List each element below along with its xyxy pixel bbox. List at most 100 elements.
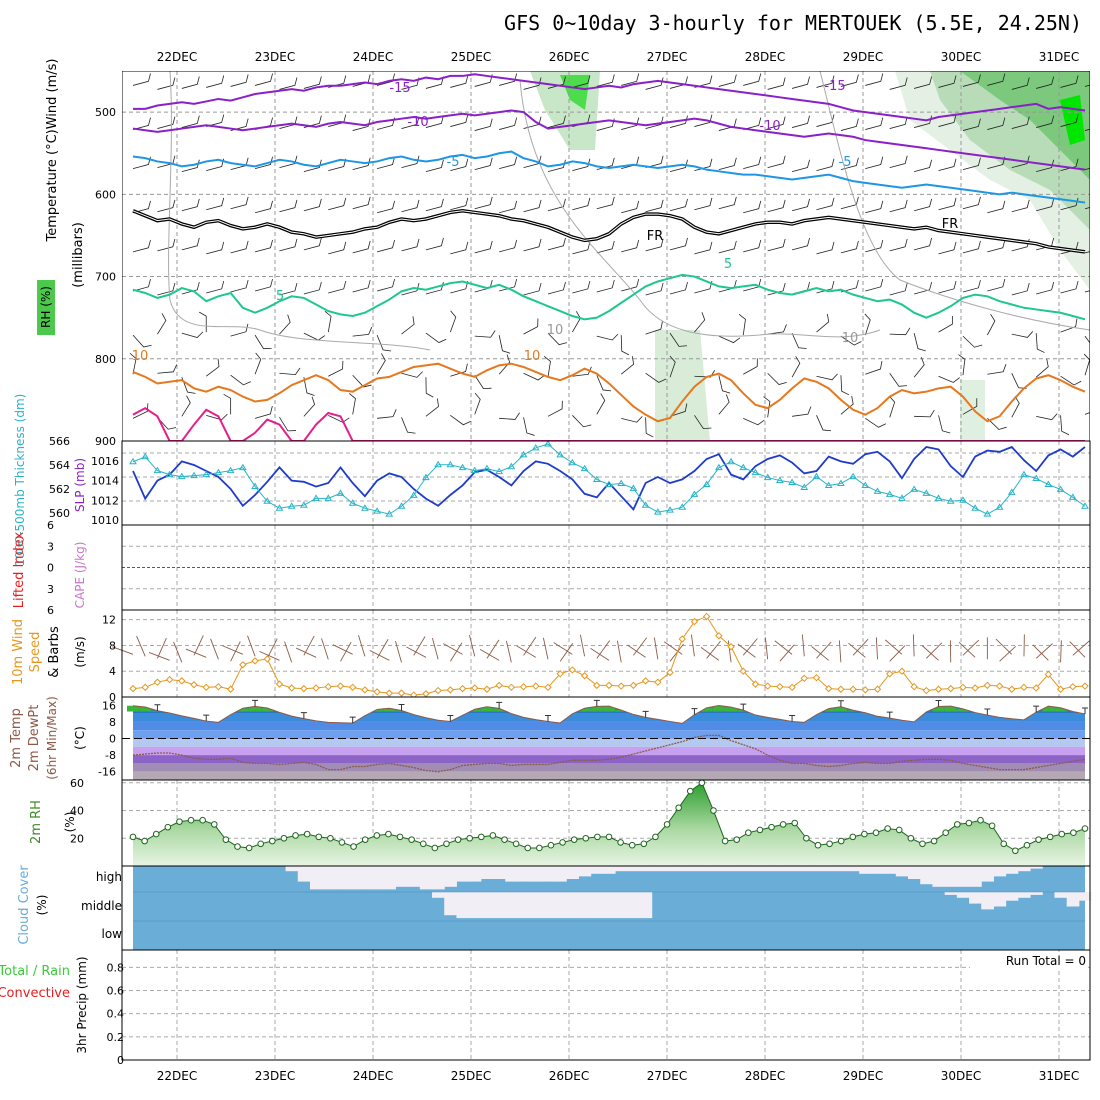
wind-barb	[450, 415, 471, 426]
wind-barb	[791, 198, 810, 212]
contour-label: -10	[407, 115, 428, 130]
wind-barb	[523, 372, 545, 381]
cloud-cell-high	[944, 866, 958, 887]
temp-max-marker	[984, 708, 991, 716]
y-axis-precip: 3hr Precip (mm)	[75, 956, 89, 1053]
cloud-cell-high	[468, 866, 482, 882]
y-axis-temp-4: (°C)	[73, 726, 87, 750]
rh-point	[269, 837, 276, 845]
date-label-bottom: 30DEC	[941, 1069, 981, 1083]
y-tick-precip: 0.4	[107, 1008, 125, 1021]
upper-air-panel: -15 -15 -10 -10 -5 -5 FR FR 5 5 10 10 10 10	[122, 71, 1090, 441]
rh-point	[814, 841, 822, 849]
rh-point	[628, 841, 636, 849]
wind-barb	[816, 241, 835, 255]
cloud-cell-high	[834, 866, 848, 872]
temp-max-marker	[1082, 707, 1088, 715]
cloud-cell-middle	[493, 892, 506, 919]
y-axis-temperature-wind: Temperature (°C)Wind (m/s)	[45, 59, 60, 243]
slp-point	[605, 480, 613, 487]
rh-point	[698, 779, 706, 787]
wind-barb	[1084, 335, 1090, 350]
rh-shade-dark	[960, 71, 1090, 180]
wind-speed-point	[641, 677, 650, 685]
wind-barb	[767, 116, 786, 129]
wind-barb	[474, 196, 493, 210]
wind-barb	[547, 76, 566, 89]
rh-point	[152, 830, 160, 838]
wind-barb	[498, 354, 511, 375]
rh-point	[164, 823, 172, 831]
wind-barb	[206, 280, 225, 294]
wind-speed-point	[959, 683, 967, 692]
wind-barb	[938, 241, 957, 255]
cloud-cell-middle	[566, 892, 579, 919]
wind-barb	[572, 366, 592, 377]
wind-barb	[547, 237, 566, 251]
y-tick-pressure: 900	[95, 435, 116, 448]
rh-point	[245, 844, 253, 852]
wind-barb	[596, 196, 615, 210]
temp-warm-cap	[834, 706, 847, 712]
wind-barb	[987, 239, 1006, 253]
wind-speed-point	[495, 681, 503, 690]
wind-barb	[499, 117, 518, 130]
wind-barb	[499, 73, 518, 86]
wind-speed-point	[483, 685, 491, 693]
wind-barb	[324, 310, 332, 333]
cloud-cell-high	[920, 866, 933, 885]
wind-barb	[962, 335, 983, 348]
wind-barb	[230, 240, 249, 254]
slp-point	[409, 491, 418, 498]
date-label-top: 24DEC	[353, 50, 393, 64]
contour-label: 10	[547, 323, 564, 338]
temp-warm-cap	[139, 706, 152, 712]
cloud-cell-high	[773, 866, 787, 872]
wind-barb	[889, 116, 908, 129]
wind-barb	[254, 334, 272, 350]
wind-barb	[694, 114, 713, 127]
rh-point	[1070, 829, 1077, 837]
y-axis-rh-1: 2m RH	[29, 800, 44, 844]
wind-speed-point	[715, 632, 723, 640]
wind-barb	[132, 73, 151, 86]
wind-barb	[840, 396, 854, 415]
cloud-cell-middle	[993, 892, 1007, 907]
wind-barb	[572, 158, 591, 172]
cloud-cell-high	[554, 866, 567, 882]
wind-barb-10m	[542, 637, 549, 660]
cloud-cell-high	[285, 866, 299, 872]
rh-point	[919, 840, 926, 848]
wind-barb	[1036, 281, 1055, 295]
wind-barb	[938, 316, 953, 333]
wind-speed-point	[898, 667, 906, 675]
wind-speed-point	[434, 686, 442, 695]
wind-barb	[425, 377, 434, 398]
wind-barb	[474, 375, 492, 390]
wind-barb	[543, 356, 551, 378]
legend-convective: Convective	[0, 986, 70, 1001]
slp-point	[275, 504, 284, 511]
cloud-cell-middle	[981, 892, 994, 910]
wind-speed-point	[336, 682, 345, 690]
cloud-cell-high	[346, 866, 360, 890]
wind-speed-point	[178, 677, 186, 685]
contour-label: 10	[842, 331, 859, 346]
cloud-cell-middle	[444, 892, 457, 916]
date-label-bottom: 31DEC	[1039, 1069, 1079, 1083]
y-axis-wind-4: (m/s)	[73, 636, 87, 667]
cloud-cell-middle	[480, 892, 494, 919]
wind-barb	[694, 370, 716, 378]
cloud-cell-high	[590, 866, 604, 874]
wind-barb	[474, 118, 493, 131]
temp-warm-cap	[822, 708, 835, 712]
temp-warm-cap	[590, 706, 603, 712]
wind-barb	[645, 199, 664, 213]
cloud-cell-middle	[578, 892, 592, 919]
slp-point	[507, 462, 516, 470]
wind-barb	[596, 333, 619, 341]
y-tick-slp: 1012	[91, 494, 119, 507]
slp-point	[849, 472, 857, 480]
wind-speed-point	[1032, 684, 1040, 692]
wind-barb-10m	[885, 639, 903, 655]
